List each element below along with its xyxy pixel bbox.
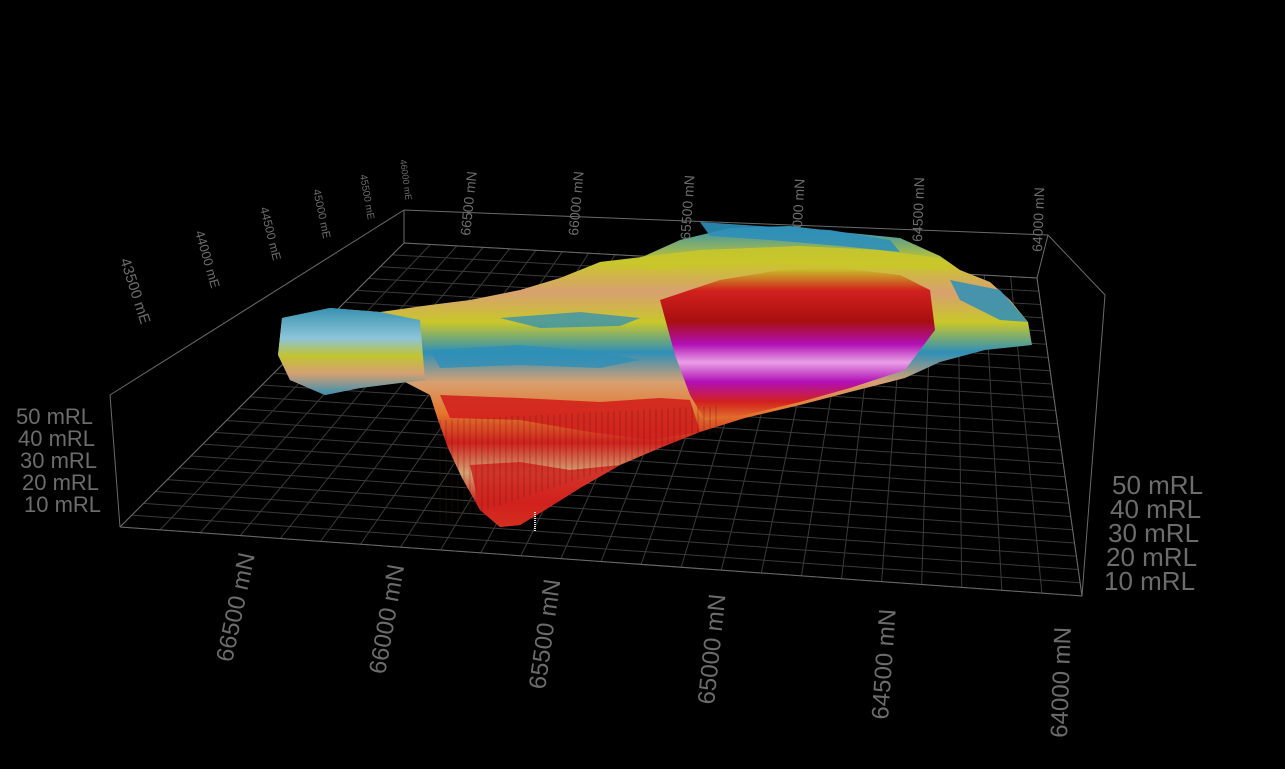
- easting-label: 45000 mE: [310, 188, 332, 240]
- elevation-label: 20 mRL: [22, 470, 99, 495]
- northing-label: 66000 mN: [364, 562, 410, 676]
- northing-label: 66500 mN: [457, 170, 480, 236]
- block-model-red-band: [440, 395, 700, 440]
- northing-label: 65000 mN: [693, 593, 731, 706]
- block-model-top-streak-1: [600, 246, 950, 270]
- elevation-label: 20 mRL: [1106, 542, 1197, 572]
- block-model-streak-5: [500, 312, 640, 328]
- block-model-top-streak-3: [950, 280, 1028, 322]
- elevation-label: 40 mRL: [1110, 494, 1201, 524]
- block-model-streak-4: [430, 345, 640, 368]
- elevation-label: 10 mRL: [1104, 566, 1195, 596]
- easting-label: 44000 mE: [192, 229, 223, 290]
- northing-label: 64000 mN: [1029, 187, 1047, 252]
- elevation-label: 40 mRL: [18, 426, 95, 451]
- block-model-lower-red-band: [470, 462, 620, 527]
- northing-label: 65500 mN: [677, 175, 697, 241]
- elevation-label: 50 mRL: [16, 404, 93, 429]
- elevation-label: 50 mRL: [1112, 470, 1203, 500]
- block-model-top-streak-2: [700, 222, 900, 252]
- northing-axis-back: 66500 mN 66000 mN 65500 mN 000 mN 64500 …: [457, 170, 1047, 252]
- elevation-axis-right: 50 mRL 40 mRL 30 mRL 20 mRL 10 mRL: [1104, 470, 1203, 596]
- northing-label: 000 mN: [789, 178, 808, 228]
- easting-label: 46000 mE: [398, 159, 414, 201]
- elevation-label: 30 mRL: [20, 448, 97, 473]
- easting-label: 44500 mE: [257, 205, 284, 261]
- block-model-high-grade-zone: [660, 268, 935, 420]
- northing-label: 65500 mN: [524, 577, 566, 690]
- block-model[interactable]: [278, 222, 1032, 532]
- northing-label: 66500 mN: [211, 550, 260, 664]
- northing-label: 64500 mN: [909, 177, 927, 242]
- northing-label: 64000 mN: [1046, 627, 1077, 739]
- elevation-label: 30 mRL: [1108, 518, 1199, 548]
- block-slice-lines: [439, 406, 717, 525]
- northing-label: 64500 mN: [867, 608, 902, 720]
- elevation-axis-left: 50 mRL 40 mRL 30 mRL 20 mRL 10 mRL: [16, 404, 101, 517]
- easting-axis: 43500 mE 44000 mE 44500 mE 45000 mE 4550…: [116, 159, 413, 326]
- northing-axis-front: 66500 mN 66000 mN 65500 mN 65000 mN 6450…: [211, 550, 1076, 738]
- elevation-label: 10 mRL: [24, 492, 101, 517]
- northing-label: 66000 mN: [565, 171, 587, 237]
- easting-label: 45500 mE: [357, 174, 376, 221]
- easting-label: 43500 mE: [116, 256, 153, 326]
- block-model-west-block: [278, 308, 425, 395]
